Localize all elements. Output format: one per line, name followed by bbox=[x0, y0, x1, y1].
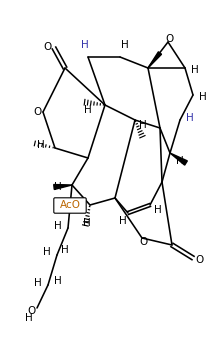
Text: H: H bbox=[54, 182, 62, 192]
Text: H: H bbox=[37, 140, 45, 150]
Text: H: H bbox=[154, 205, 162, 215]
Text: H: H bbox=[25, 313, 33, 323]
Text: H: H bbox=[199, 92, 207, 102]
Text: H: H bbox=[191, 65, 199, 75]
Text: O: O bbox=[28, 306, 36, 316]
Text: O: O bbox=[195, 255, 203, 265]
Polygon shape bbox=[148, 52, 162, 68]
Polygon shape bbox=[170, 153, 187, 165]
Text: O: O bbox=[166, 34, 174, 44]
Text: H: H bbox=[186, 113, 194, 123]
Text: H: H bbox=[119, 216, 127, 226]
Text: O: O bbox=[44, 42, 52, 52]
Text: H: H bbox=[43, 247, 51, 257]
Text: H: H bbox=[176, 156, 184, 166]
Text: O: O bbox=[33, 107, 41, 117]
Text: H: H bbox=[139, 120, 147, 130]
Text: H: H bbox=[83, 218, 91, 228]
Text: H: H bbox=[81, 40, 89, 50]
Polygon shape bbox=[54, 185, 72, 190]
Text: O: O bbox=[140, 237, 148, 247]
Text: H: H bbox=[34, 278, 42, 288]
Text: H: H bbox=[84, 105, 92, 115]
Text: H: H bbox=[54, 276, 62, 286]
FancyBboxPatch shape bbox=[54, 198, 86, 213]
Text: AcO: AcO bbox=[59, 200, 81, 210]
Text: H: H bbox=[121, 40, 129, 50]
Text: H: H bbox=[54, 221, 62, 231]
Text: H: H bbox=[61, 245, 69, 255]
